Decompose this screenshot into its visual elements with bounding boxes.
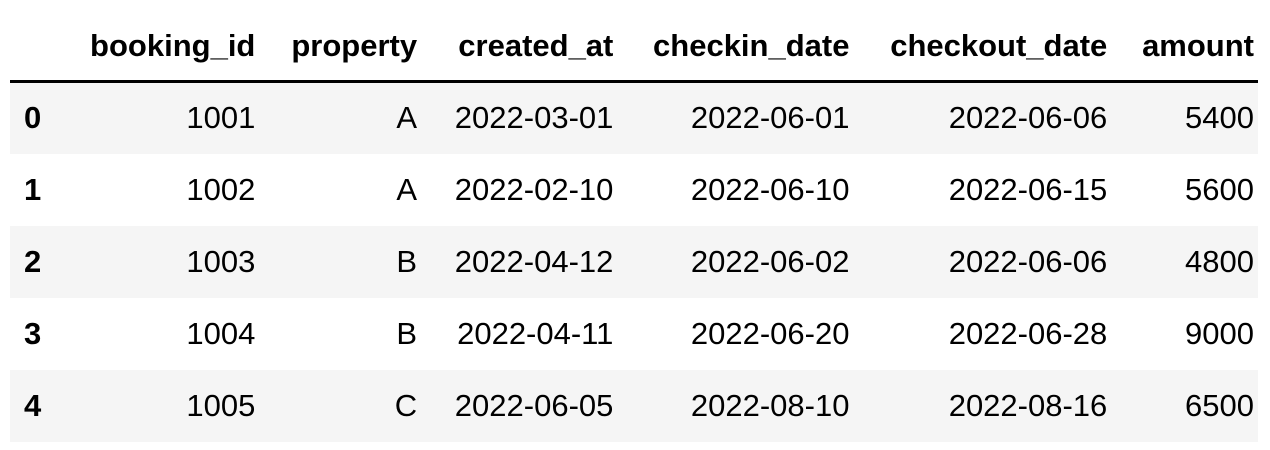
dataframe-table: booking_id property created_at checkin_d… [10,12,1258,442]
cell-property: C [394,387,418,423]
cell-checkout-date: 2022-06-28 [948,315,1108,351]
cell-amount: 5600 [1185,171,1254,207]
cell-property: B [396,243,418,279]
column-header-amount: amount [1121,12,1258,83]
cell-property: A [396,171,418,207]
cell-booking-id: 1001 [186,100,256,136]
row-index: 3 [24,315,42,351]
cell-checkin-date: 2022-06-01 [690,100,850,136]
cell-checkin-date: 2022-06-02 [690,243,850,279]
cell-checkin-date: 2022-06-20 [690,315,850,351]
cell-created-at: 2022-06-05 [454,387,614,423]
row-index: 2 [24,243,42,279]
cell-property: B [396,315,418,351]
cell-checkin-date: 2022-06-10 [690,171,850,207]
cell-booking-id: 1004 [186,315,256,351]
cell-property: A [396,100,418,136]
row-index: 0 [24,100,42,136]
cell-booking-id: 1003 [186,243,256,279]
row-index: 4 [24,387,42,423]
column-header-property: property [269,12,432,83]
cell-created-at: 2022-04-12 [454,243,614,279]
table-row: 2 1003 B 2022-04-12 2022-06-02 2022-06-0… [10,225,1258,298]
cell-created-at: 2022-03-01 [454,100,614,136]
index-header [10,12,66,83]
cell-checkin-date: 2022-08-10 [690,387,850,423]
cell-amount: 9000 [1185,315,1254,351]
table-header: booking_id property created_at checkin_d… [10,12,1258,83]
cell-checkout-date: 2022-08-16 [948,387,1108,423]
cell-created-at: 2022-04-11 [457,315,614,351]
cell-booking-id: 1002 [186,171,256,207]
table-row: 0 1001 A 2022-03-01 2022-06-01 2022-06-0… [10,81,1258,154]
cell-amount: 5400 [1185,100,1254,136]
column-header-created-at: created_at [431,12,628,83]
cell-amount: 6500 [1185,387,1254,423]
cell-checkout-date: 2022-06-06 [948,100,1108,136]
table-row: 3 1004 B 2022-04-11 2022-06-20 2022-06-2… [10,297,1258,370]
column-header-checkin-date: checkin_date [627,12,864,83]
header-row: booking_id property created_at checkin_d… [10,12,1258,83]
table-row: 4 1005 C 2022-06-05 2022-08-10 2022-08-1… [10,369,1258,442]
cell-created-at: 2022-02-10 [454,171,614,207]
column-header-checkout-date: checkout_date [863,12,1122,83]
cell-checkout-date: 2022-06-06 [948,243,1108,279]
table-row: 1 1002 A 2022-02-10 2022-06-10 2022-06-1… [10,153,1258,226]
column-header-booking-id: booking_id [66,12,270,83]
cell-amount: 4800 [1185,243,1254,279]
row-index: 1 [24,171,42,207]
cell-booking-id: 1005 [186,387,256,423]
cell-checkout-date: 2022-06-15 [948,171,1108,207]
table-body: 0 1001 A 2022-03-01 2022-06-01 2022-06-0… [10,81,1258,442]
